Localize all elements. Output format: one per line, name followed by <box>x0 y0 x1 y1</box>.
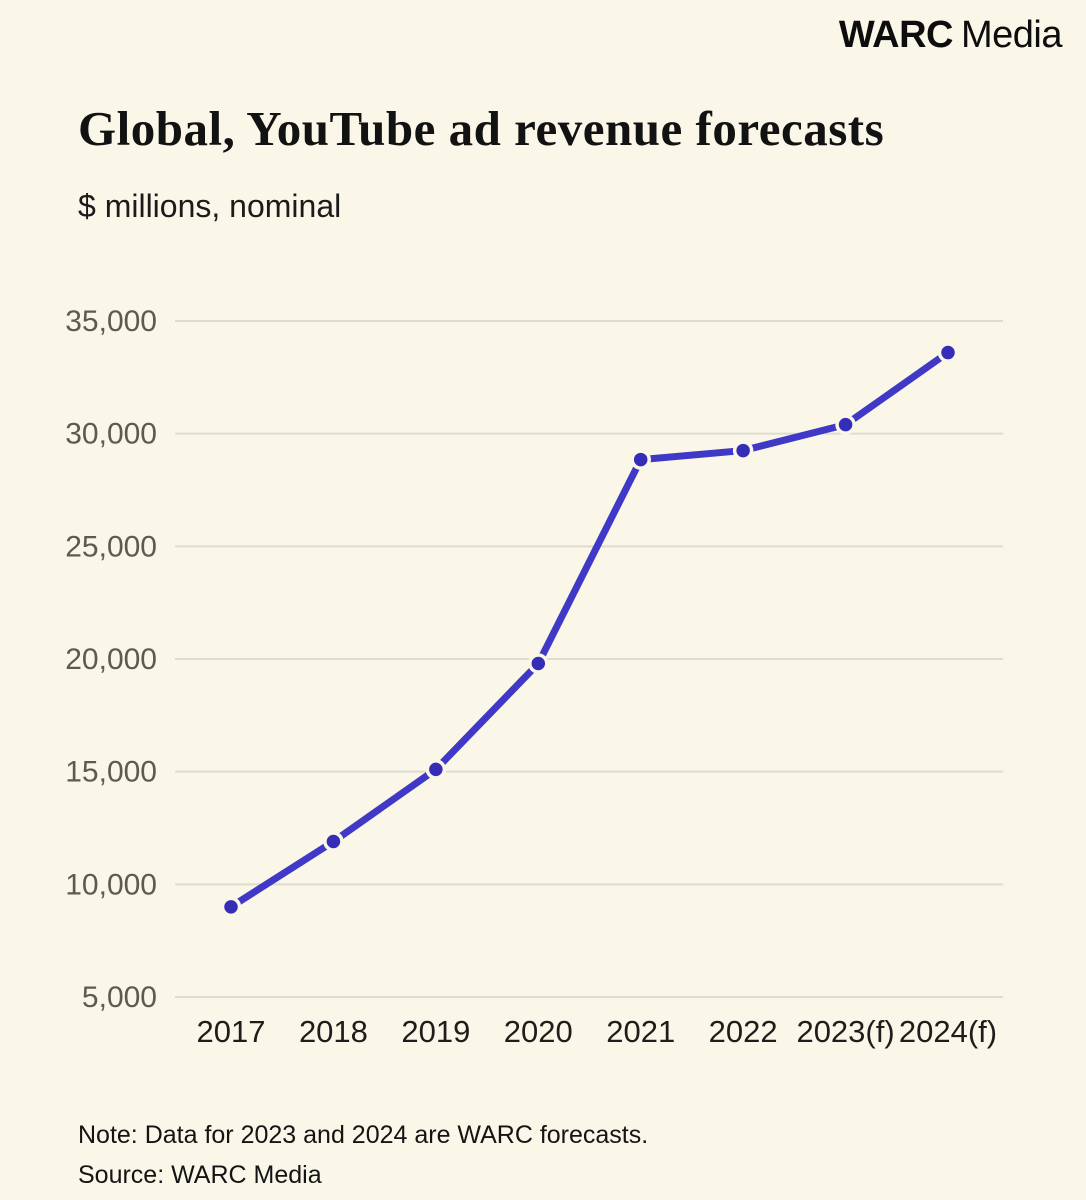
y-tick-label: 10,000 <box>65 868 157 901</box>
data-point <box>732 440 754 461</box>
x-tick-label: 2017 <box>197 1014 266 1049</box>
y-tick-label: 35,000 <box>65 305 157 338</box>
y-tick-label: 15,000 <box>65 756 157 789</box>
x-tick-label: 2019 <box>401 1014 470 1049</box>
chart-note: Note: Data for 2023 and 2024 are WARC fo… <box>78 1121 649 1149</box>
data-point <box>937 342 959 363</box>
x-tick-label: 2018 <box>299 1014 368 1049</box>
y-tick-label: 20,000 <box>65 643 157 676</box>
data-point <box>630 449 651 470</box>
warc-media-logo: WARC Media <box>838 14 1063 57</box>
page-title: Global, YouTube ad revenue forecasts <box>78 101 885 156</box>
chart-units-subtitle: $ millions, nominal <box>78 188 342 224</box>
line-chart: 5,000 10,000 15,000 20,000 25,000 30,000 35,00… <box>0 280 1086 1080</box>
x-tick-label: 2020 <box>504 1014 573 1049</box>
data-point <box>220 896 242 918</box>
y-tick-label: 5,000 <box>82 981 157 1014</box>
logo-warc-text: WARC <box>838 14 954 56</box>
data-point <box>835 414 856 435</box>
data-point <box>323 831 344 852</box>
y-tick-label: 25,000 <box>65 530 157 563</box>
x-tick-label: 2022 <box>709 1014 778 1049</box>
revenue-line <box>227 349 952 911</box>
data-point <box>425 759 447 780</box>
logo-media-text: Media <box>961 14 1063 56</box>
x-tick-label: 2023(f) <box>796 1014 894 1049</box>
x-tick-label: 2024(f) <box>899 1014 997 1049</box>
x-tick-label: 2021 <box>606 1014 675 1049</box>
data-point <box>528 653 549 674</box>
chart-source: Source: WARC Media <box>78 1161 322 1189</box>
y-tick-label: 30,000 <box>65 418 157 451</box>
chart-canvas: 5,000 10,000 15,000 20,000 25,000 30,000 35,00… <box>65 305 1003 1049</box>
